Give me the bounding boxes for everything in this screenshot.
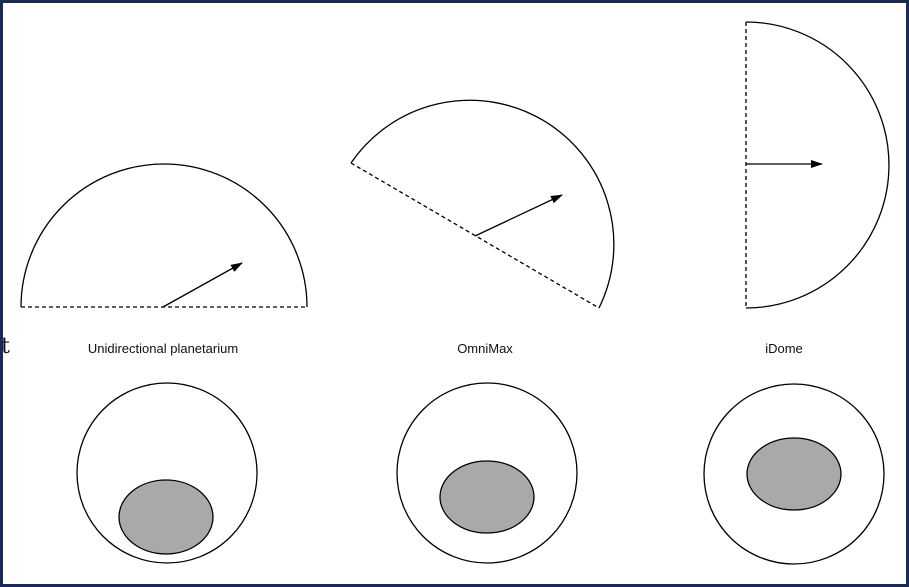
omnimax-view-arrow xyxy=(474,194,563,237)
caption-omnimax: OmniMax xyxy=(457,341,513,356)
stray-glyph: t xyxy=(1,334,10,359)
omnimax-dome-arc xyxy=(350,99,615,309)
caption-unidirectional: Unidirectional planetarium xyxy=(87,341,239,356)
unidirectional-dome xyxy=(20,163,308,308)
idome-image-area xyxy=(746,437,842,511)
idome-dome-arc xyxy=(745,21,890,309)
idome-projection-view xyxy=(703,383,885,565)
omnimax-dome xyxy=(350,99,615,309)
unidirectional-image-area xyxy=(118,479,214,555)
omnimax-projection-view xyxy=(396,382,578,564)
idome-dome xyxy=(745,21,890,309)
unidirectional-projection-view xyxy=(76,382,258,564)
unidirectional-dome-arc xyxy=(20,163,308,308)
omnimax-image-area xyxy=(439,460,535,534)
unidirectional-view-arrow xyxy=(162,262,243,308)
caption-idome: iDome xyxy=(765,341,803,356)
